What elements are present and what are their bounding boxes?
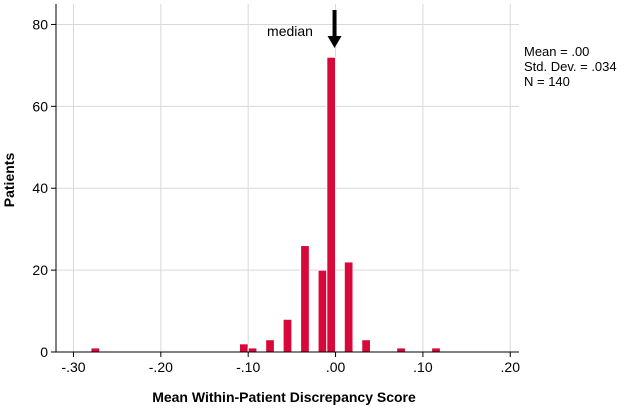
median-label: median [267, 23, 313, 39]
y-axis-title: Patients [1, 153, 17, 208]
y-tick-label: 60 [32, 98, 48, 114]
summary-statistics: Mean = .00 Std. Dev. = .034 N = 140 [524, 44, 617, 89]
histogram-bar [343, 261, 354, 353]
histogram-bar [431, 347, 441, 353]
axes [55, 4, 519, 353]
histogram-bar [326, 56, 337, 353]
median-arrow-head [327, 36, 342, 48]
stat-mean: Mean = .00 [524, 44, 590, 59]
y-tick-label: 80 [32, 16, 48, 32]
x-tick-label: .10 [413, 359, 433, 375]
histogram-bar [361, 339, 371, 353]
histogram-bars [90, 56, 441, 353]
y-tick-label: 0 [40, 344, 48, 360]
histogram-bar [238, 343, 249, 353]
histogram-bar [317, 269, 328, 353]
x-tick-label: -.20 [149, 359, 173, 375]
histogram-bar [396, 347, 406, 353]
histogram-bar [247, 347, 258, 353]
x-tick-label: .20 [501, 359, 521, 375]
x-axis-title: Mean Within-Patient Discrepancy Score [152, 389, 416, 405]
stat-std-dev: Std. Dev. = .034 [524, 59, 617, 74]
y-tick-label: 40 [32, 180, 48, 196]
stat-n: N = 140 [524, 74, 570, 89]
histogram-bar [300, 245, 310, 353]
y-tick-label: 20 [32, 262, 48, 278]
x-tick-labels: -.30 -.20 -.10 .00 .10 .20 [61, 352, 520, 375]
histogram-bar [282, 318, 293, 353]
x-tick-label: -.10 [236, 359, 260, 375]
gridlines [56, 4, 519, 352]
x-tick-label: -.30 [61, 359, 85, 375]
y-tick-labels: 0 20 40 60 80 [32, 16, 56, 360]
median-annotation: median [267, 10, 342, 48]
x-tick-label: .00 [326, 359, 346, 375]
histogram-bar [90, 347, 101, 353]
histogram-bar [265, 339, 275, 353]
